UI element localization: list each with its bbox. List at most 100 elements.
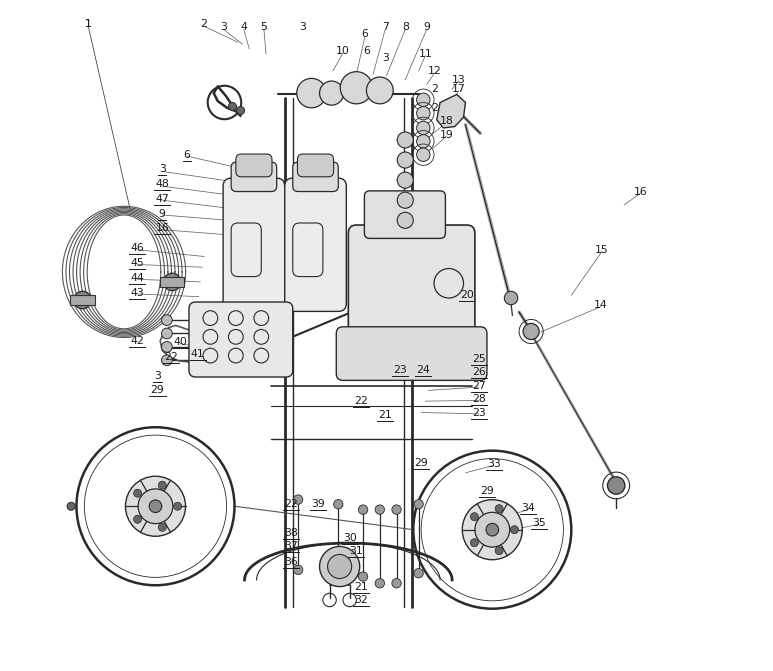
Circle shape — [174, 502, 182, 510]
Circle shape — [417, 135, 430, 148]
Circle shape — [162, 328, 172, 339]
FancyBboxPatch shape — [298, 154, 334, 176]
Circle shape — [375, 578, 384, 588]
Circle shape — [162, 355, 172, 366]
Circle shape — [138, 489, 173, 523]
Text: 43: 43 — [131, 288, 145, 298]
Text: 45: 45 — [131, 258, 145, 268]
Text: 27: 27 — [472, 380, 485, 391]
Text: 2: 2 — [431, 84, 438, 94]
Circle shape — [319, 546, 359, 586]
Text: 16: 16 — [155, 223, 169, 234]
Circle shape — [417, 148, 430, 162]
FancyBboxPatch shape — [284, 178, 346, 311]
Circle shape — [297, 79, 326, 108]
Text: 2: 2 — [200, 19, 207, 29]
Text: 34: 34 — [522, 503, 536, 513]
Circle shape — [162, 315, 172, 325]
Circle shape — [134, 515, 141, 523]
Circle shape — [397, 172, 414, 188]
Text: 3: 3 — [382, 52, 389, 62]
Circle shape — [158, 481, 166, 489]
Text: 21: 21 — [354, 582, 368, 592]
Text: 12: 12 — [427, 66, 441, 76]
Circle shape — [340, 72, 373, 104]
Text: 24: 24 — [417, 365, 431, 375]
Polygon shape — [376, 323, 454, 380]
Circle shape — [397, 192, 414, 208]
Text: 17: 17 — [452, 84, 465, 94]
Text: 39: 39 — [312, 499, 325, 509]
Text: 22: 22 — [164, 352, 178, 362]
FancyBboxPatch shape — [236, 154, 272, 176]
Text: 3: 3 — [220, 23, 227, 32]
Circle shape — [334, 499, 343, 509]
Circle shape — [510, 525, 519, 533]
Circle shape — [486, 523, 499, 536]
Circle shape — [294, 495, 303, 504]
Circle shape — [471, 539, 478, 547]
Circle shape — [366, 77, 393, 104]
Text: 5: 5 — [261, 23, 267, 32]
Text: 21: 21 — [378, 409, 392, 419]
Circle shape — [397, 152, 414, 168]
Text: 47: 47 — [155, 194, 169, 204]
Circle shape — [504, 291, 518, 305]
Circle shape — [319, 81, 344, 105]
FancyBboxPatch shape — [189, 302, 293, 377]
Text: 40: 40 — [173, 338, 187, 347]
Text: 6: 6 — [183, 150, 190, 160]
Text: 32: 32 — [354, 595, 368, 605]
Circle shape — [375, 505, 384, 514]
Text: 29: 29 — [151, 385, 165, 395]
Text: 28: 28 — [472, 394, 485, 404]
Circle shape — [471, 513, 478, 521]
Circle shape — [359, 572, 368, 581]
Text: 18: 18 — [440, 116, 454, 126]
Text: 9: 9 — [158, 209, 165, 219]
Text: 22: 22 — [284, 499, 298, 509]
Circle shape — [397, 132, 414, 148]
Text: 3: 3 — [158, 164, 165, 174]
Circle shape — [334, 568, 343, 578]
Text: 25: 25 — [472, 354, 485, 364]
Circle shape — [414, 499, 424, 509]
FancyBboxPatch shape — [349, 225, 475, 345]
FancyBboxPatch shape — [336, 327, 487, 380]
Circle shape — [392, 505, 401, 514]
Text: 42: 42 — [131, 336, 145, 346]
Circle shape — [392, 578, 401, 588]
Circle shape — [294, 565, 303, 574]
Text: 44: 44 — [131, 273, 145, 283]
Text: 35: 35 — [533, 518, 546, 528]
Polygon shape — [437, 95, 465, 128]
Text: 6: 6 — [362, 29, 369, 39]
Text: 11: 11 — [418, 49, 432, 59]
Circle shape — [417, 107, 430, 120]
Circle shape — [125, 476, 186, 536]
Text: 3: 3 — [299, 23, 306, 32]
Text: 1: 1 — [85, 19, 92, 29]
Text: 15: 15 — [595, 245, 609, 255]
Circle shape — [158, 523, 166, 531]
FancyBboxPatch shape — [293, 162, 339, 191]
Text: 20: 20 — [460, 291, 474, 301]
Circle shape — [162, 342, 172, 352]
Text: 46: 46 — [131, 244, 145, 254]
Text: 23: 23 — [393, 365, 407, 375]
Circle shape — [359, 505, 368, 514]
Text: 23: 23 — [472, 407, 485, 417]
Text: 29: 29 — [414, 458, 428, 468]
Text: 37: 37 — [284, 541, 298, 552]
Text: 19: 19 — [440, 130, 454, 140]
Circle shape — [462, 500, 523, 560]
FancyBboxPatch shape — [223, 178, 284, 311]
Text: 38: 38 — [284, 528, 298, 538]
FancyBboxPatch shape — [364, 191, 445, 238]
Text: 3: 3 — [154, 370, 161, 380]
Text: 31: 31 — [349, 546, 363, 556]
Bar — [70, 295, 94, 305]
Text: 2: 2 — [431, 103, 438, 113]
Circle shape — [328, 554, 352, 578]
Circle shape — [495, 505, 503, 513]
